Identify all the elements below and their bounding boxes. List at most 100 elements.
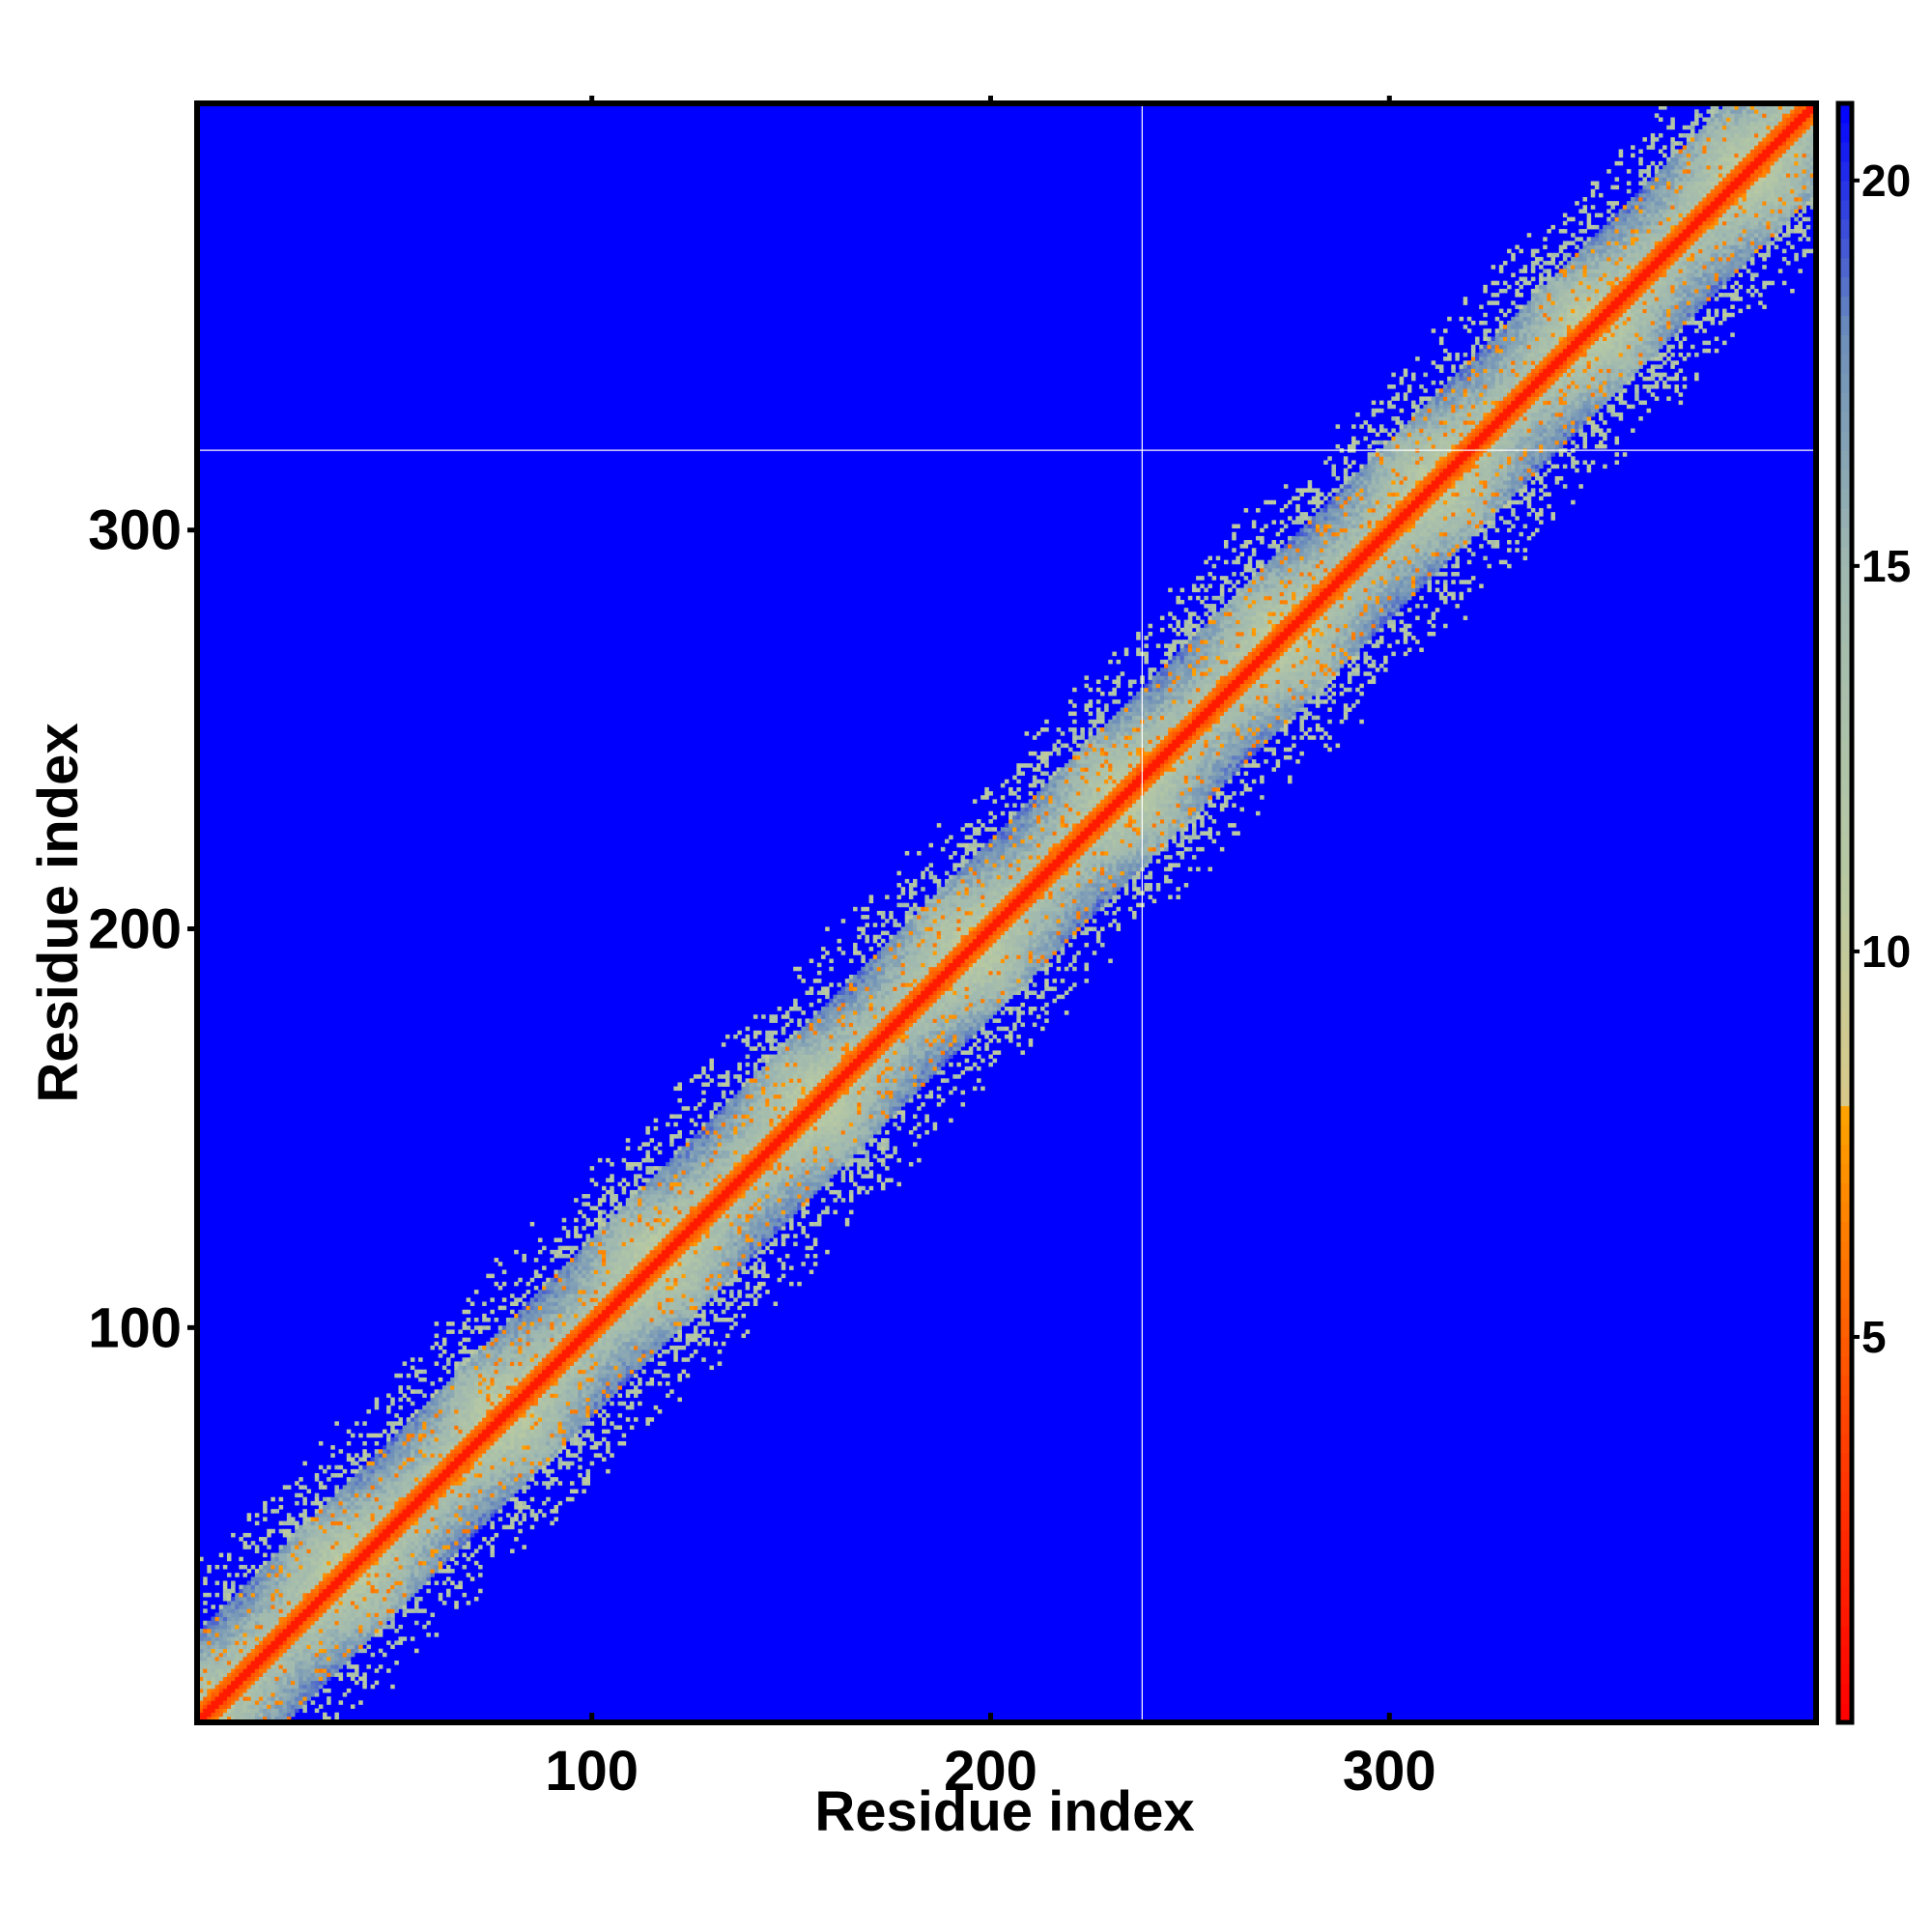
heatmap-cell — [214, 1620, 220, 1626]
heatmap-cell — [514, 1333, 519, 1339]
heatmap-cell — [466, 1429, 471, 1435]
heatmap-cell — [482, 1408, 487, 1414]
heatmap-cell — [310, 1620, 316, 1626]
heatmap-cell — [334, 1580, 339, 1585]
heatmap-cell — [518, 1433, 523, 1438]
heatmap-cell — [462, 1440, 468, 1446]
heatmap-cell — [557, 1461, 563, 1466]
heatmap-cell — [501, 1365, 507, 1371]
heatmap-cell — [258, 1700, 264, 1705]
heatmap-cell — [258, 1616, 264, 1622]
heatmap-cell — [366, 1560, 371, 1566]
heatmap-cell — [462, 1532, 468, 1538]
heatmap-cell — [291, 1580, 296, 1585]
heatmap-cell — [501, 1408, 507, 1414]
heatmap-cell — [338, 1608, 344, 1613]
heatmap-cell — [302, 1620, 307, 1626]
heatmap-cell — [382, 1616, 387, 1622]
heatmap-cell — [473, 1481, 479, 1486]
heatmap-cell — [211, 1696, 215, 1701]
heatmap-cell — [469, 1500, 475, 1506]
heatmap-cell — [537, 1309, 543, 1315]
heatmap-cell — [298, 1485, 303, 1490]
heatmap-cell — [565, 1496, 571, 1502]
heatmap-cell — [386, 1436, 391, 1442]
heatmap-cell — [390, 1489, 395, 1494]
heatmap-cell — [306, 1596, 312, 1602]
heatmap-cell — [441, 1481, 447, 1486]
heatmap-cell — [378, 1524, 384, 1530]
heatmap-cell — [306, 1517, 312, 1521]
heatmap-cell — [434, 1580, 440, 1585]
heatmap-cell — [514, 1357, 519, 1362]
heatmap-cell — [334, 1584, 339, 1590]
heatmap-cell — [402, 1541, 408, 1546]
heatmap-cell — [557, 1405, 563, 1410]
heatmap-cell — [282, 1580, 288, 1585]
heatmap-cell — [382, 1537, 387, 1542]
heatmap-cell — [398, 1509, 403, 1514]
heatmap-cell — [589, 1313, 595, 1319]
heatmap-cell — [585, 1293, 591, 1298]
heatmap-cell — [557, 1417, 563, 1422]
heatmap-cell — [218, 1608, 224, 1613]
heatmap-cell — [338, 1573, 344, 1577]
heatmap-cell — [593, 1385, 599, 1390]
heatmap-cell — [390, 1616, 395, 1622]
heatmap-cell — [585, 1221, 591, 1227]
heatmap-cell — [533, 1329, 539, 1334]
heatmap-cell — [382, 1584, 387, 1590]
heatmap-cell — [350, 1485, 355, 1490]
heatmap-cell — [450, 1520, 455, 1526]
heatmap-cell — [510, 1496, 515, 1502]
heatmap-cell — [582, 1277, 586, 1283]
heatmap-cell — [350, 1477, 355, 1482]
heatmap-cell — [514, 1413, 519, 1418]
heatmap-cell — [486, 1425, 491, 1430]
heatmap-cell — [574, 1408, 579, 1414]
heatmap-cell — [370, 1477, 376, 1482]
heatmap-cell — [510, 1393, 515, 1398]
heatmap-cell — [426, 1573, 431, 1577]
heatmap-cell — [510, 1464, 515, 1470]
heatmap-cell — [466, 1397, 471, 1403]
heatmap-cell — [482, 1496, 487, 1502]
heatmap-cell — [542, 1425, 547, 1430]
heatmap-cell — [263, 1601, 268, 1605]
heatmap-cell — [469, 1552, 475, 1558]
heatmap-cell — [565, 1329, 571, 1334]
heatmap-cell — [473, 1373, 479, 1378]
heatmap-cell — [426, 1505, 431, 1510]
heatmap-cell — [235, 1573, 240, 1577]
heatmap-cell — [302, 1588, 307, 1594]
heatmap-cell — [270, 1624, 275, 1630]
heatmap-cell — [267, 1577, 271, 1581]
heatmap-cell — [386, 1457, 391, 1463]
heatmap-cell — [214, 1704, 220, 1709]
heatmap-cell — [302, 1541, 307, 1546]
heatmap-cell — [510, 1408, 515, 1414]
heatmap-cell — [438, 1408, 443, 1414]
heatmap-cell — [318, 1524, 324, 1530]
heatmap-cell — [565, 1290, 571, 1294]
heatmap-cell — [235, 1696, 240, 1701]
heatmap-cell — [554, 1341, 558, 1347]
heatmap-cell — [550, 1389, 554, 1394]
heatmap-cell — [286, 1608, 292, 1613]
heatmap-cell — [446, 1524, 451, 1530]
heatmap-cell — [593, 1241, 599, 1247]
heatmap-cell — [597, 1157, 603, 1163]
heatmap-cell — [441, 1453, 447, 1458]
heatmap-cell — [254, 1520, 260, 1526]
heatmap-cell — [306, 1661, 312, 1665]
heatmap-cell — [578, 1297, 582, 1302]
heatmap-cell — [550, 1401, 554, 1406]
heatmap-cell — [494, 1397, 499, 1403]
heatmap-cell — [207, 1700, 212, 1705]
heatmap-cell — [546, 1421, 551, 1426]
heatmap-cell — [362, 1640, 367, 1645]
heatmap-cell — [231, 1612, 236, 1617]
heatmap-cell — [278, 1605, 284, 1609]
heatmap-cell — [270, 1636, 275, 1641]
heatmap-cell — [222, 1688, 228, 1693]
